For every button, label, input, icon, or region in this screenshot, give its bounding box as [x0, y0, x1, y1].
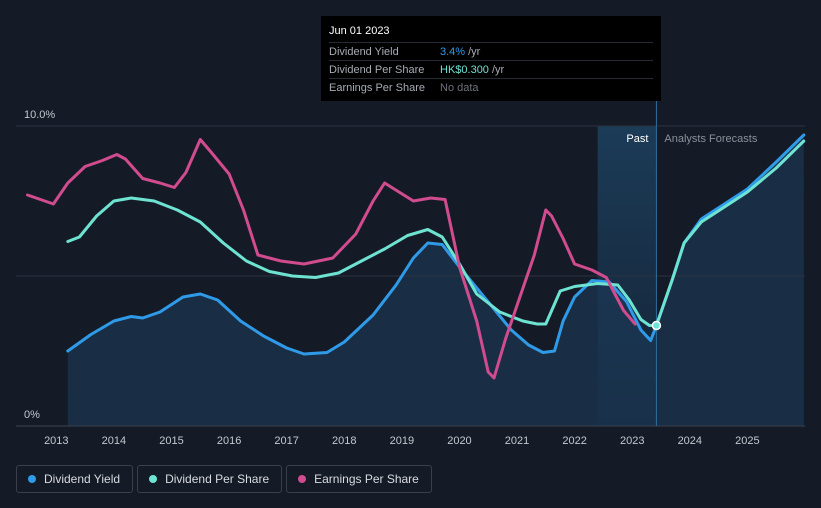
- x-tick-label: 2022: [562, 435, 586, 447]
- tooltip-value: No data: [440, 81, 479, 94]
- x-tick-label: 2020: [447, 435, 471, 447]
- forecast-label: Analysts Forecasts: [664, 133, 757, 145]
- tooltip-row-earnings-per-share: Earnings Per Share No data: [329, 78, 653, 96]
- y-tick-label: 10.0%: [24, 109, 55, 121]
- x-tick-label: 2017: [274, 435, 298, 447]
- x-tick-label: 2019: [390, 435, 414, 447]
- tooltip-label: Dividend Yield: [329, 45, 399, 58]
- x-tick-label: 2018: [332, 435, 356, 447]
- x-tick-label: 2014: [102, 435, 126, 447]
- x-tick-label: 2021: [505, 435, 529, 447]
- tooltip-row-dividend-yield: Dividend Yield 3.4% /yr: [329, 42, 653, 60]
- tooltip-date: Jun 01 2023: [329, 25, 390, 37]
- past-label: Past: [626, 133, 648, 145]
- legend-dot-icon: [28, 475, 36, 483]
- x-tick-label: 2016: [217, 435, 241, 447]
- legend-dot-icon: [298, 475, 307, 483]
- tooltip-unit: /yr: [491, 63, 505, 76]
- legend-label: Dividend Yield: [44, 472, 121, 486]
- legend-item-earnings-per-share[interactable]: Earnings Per Share: [286, 465, 432, 493]
- x-tick-label: 2013: [44, 435, 68, 447]
- legend: Dividend Yield Dividend Per Share Earnin…: [16, 465, 432, 493]
- legend-item-dividend-yield[interactable]: Dividend Yield: [16, 465, 134, 493]
- y-tick-label: 0%: [24, 409, 40, 421]
- label-layer: 10.0% 0% 2013 2014 2015 2016 2017 2018 2019 2020 2…: [24, 109, 760, 447]
- line-layer: [26, 133, 806, 380]
- marker-point: [651, 320, 662, 331]
- tooltip-label: Earnings Per Share: [329, 81, 425, 94]
- tooltip-value: HK$0.300: [440, 63, 489, 76]
- x-tick-label: 2015: [159, 435, 183, 447]
- dividend-yield-area: [67, 135, 804, 426]
- x-tick-label: 2024: [678, 435, 702, 447]
- tooltip-row-dividend-per-share: Dividend Per Share HK$0.300 /yr: [329, 60, 653, 78]
- series-line-dividend-per-share: [66, 139, 806, 327]
- x-tick-label: 2023: [620, 435, 644, 447]
- tooltip-unit: /yr: [468, 45, 481, 58]
- x-tick-label: 2025: [735, 435, 759, 447]
- legend-label: Dividend Per Share: [165, 472, 270, 486]
- tooltip-value: 3.4%: [440, 45, 466, 58]
- series-line-earnings-per-share: [26, 138, 637, 380]
- legend-item-dividend-per-share[interactable]: Dividend Per Share: [137, 465, 283, 493]
- tooltip: Jun 01 2023 Dividend Yield 3.4% /yr Divi…: [321, 16, 661, 101]
- tooltip-label: Dividend Per Share: [329, 63, 425, 76]
- legend-dot-icon: [149, 475, 158, 483]
- legend-label: Earnings Per Share: [314, 472, 419, 486]
